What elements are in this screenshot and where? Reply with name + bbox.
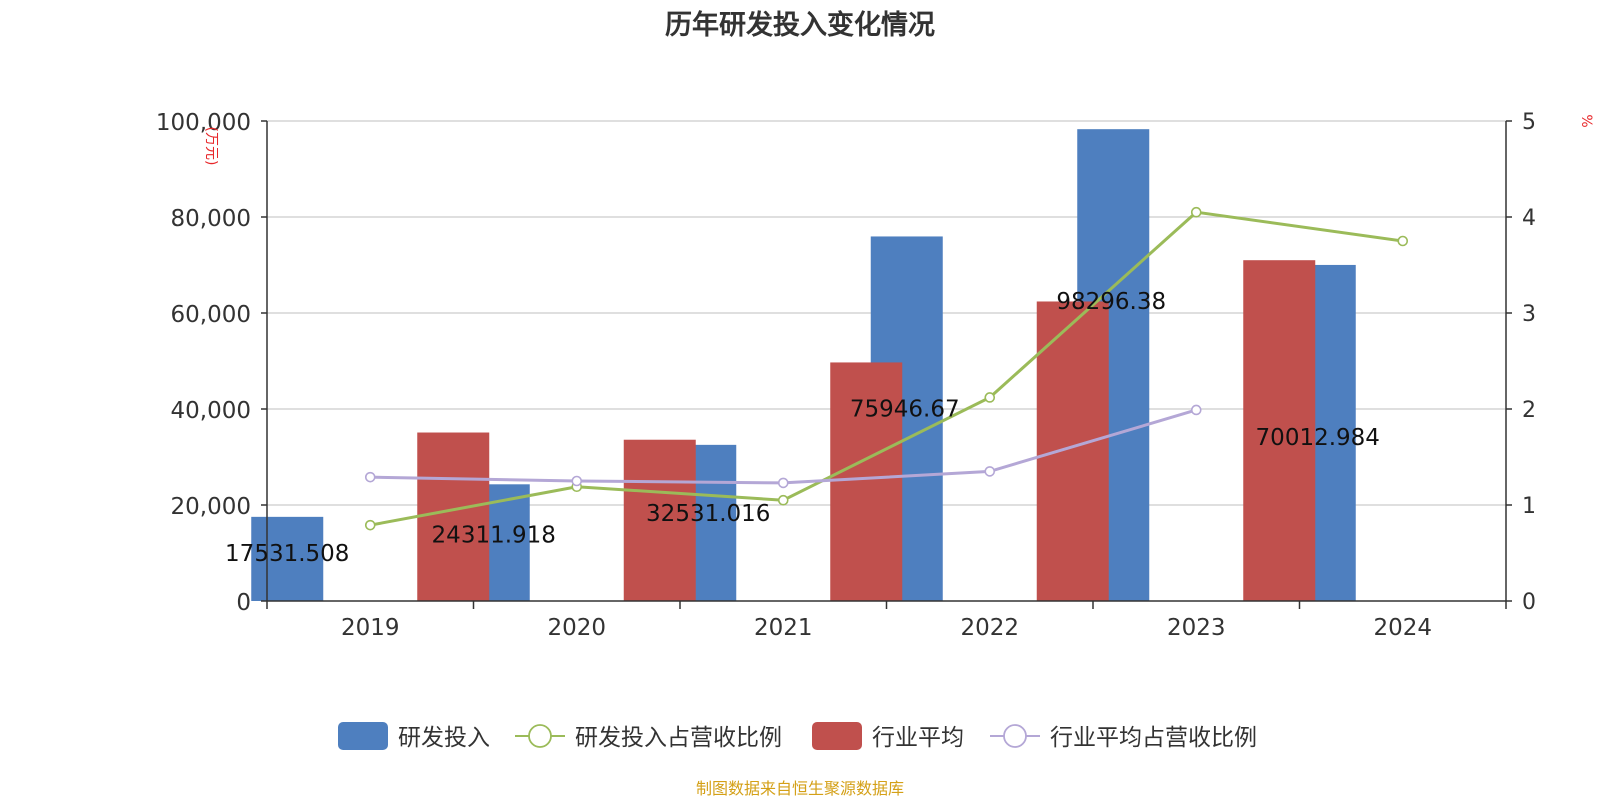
bar-data-label: 24311.918: [432, 522, 556, 548]
bar-industry: [1036, 301, 1109, 601]
line-point: [984, 466, 996, 477]
legend-label: 研发投入占营收比例: [575, 725, 782, 751]
x-tick-label: 2021: [754, 615, 813, 641]
y-left-tick-label: 0: [236, 590, 251, 616]
legend-item: 行业平均: [812, 722, 964, 751]
legend-label: 研发投入: [398, 725, 490, 751]
y-right-tick-label: 2: [1522, 398, 1536, 423]
y-axis-right-label: %: [1578, 114, 1594, 127]
bar-industry: [830, 362, 903, 601]
legend: 研发投入 研发投入占营收比例 行业平均 行业平均占营收比例: [338, 722, 1257, 751]
line-point: [777, 494, 789, 506]
source-note: 制图数据来自恒生聚源数据库: [696, 779, 904, 798]
x-tick-label: 2023: [1167, 615, 1226, 641]
x-tick-label: 2022: [960, 615, 1019, 641]
line-rnd-ratio: [369, 210, 1403, 527]
line-point: [364, 471, 376, 483]
y-axis-left-label: (万元): [203, 127, 219, 166]
bar-data-label: 98296.38: [1056, 289, 1166, 315]
x-tick-label: 2019: [341, 615, 400, 641]
y-right-tick-label: 0: [1522, 590, 1536, 615]
bar-rnd: [251, 516, 324, 601]
y-left-tick-label: 100,000: [156, 110, 251, 136]
bar-data-label: 70012.984: [1256, 425, 1380, 451]
legend-swatch: [338, 722, 388, 750]
legend-item: 研发投入占营收比例: [515, 724, 782, 751]
chart-title: 历年研发投入变化情况: [665, 9, 935, 41]
data-labels: 17531.508 24311.918 32531.016 75946.67 98296…: [225, 289, 1380, 567]
line-point: [777, 477, 789, 489]
x-tick-label: 2024: [1373, 615, 1432, 641]
line-point: [1190, 206, 1202, 218]
y-right-tick-label: 4: [1522, 206, 1536, 231]
line-point: [364, 519, 376, 531]
bar-data-label: 17531.508: [225, 541, 349, 567]
bar-industry: [623, 439, 696, 601]
axes: 0 20,000 40,000 60,000 80,000 100,000 0 1 2 3 4 5 20…: [156, 110, 1536, 641]
x-tick-label: 2020: [547, 615, 606, 641]
legend-swatch: [812, 722, 862, 750]
line-point: [571, 475, 583, 487]
y-right-tick-label: 3: [1522, 302, 1536, 327]
bar-data-label: 75946.67: [850, 396, 960, 422]
line-point: [1397, 235, 1409, 247]
y-left-tick-label: 80,000: [171, 206, 251, 232]
line-point: [1190, 404, 1202, 416]
bar-industry: [1243, 260, 1316, 601]
bars: [251, 129, 1356, 602]
legend-label: 行业平均占营收比例: [1050, 725, 1257, 751]
legend-label: 行业平均: [872, 725, 964, 751]
y-left-tick-label: 40,000: [171, 398, 251, 424]
bar-industry: [417, 432, 490, 601]
y-left-tick-label: 20,000: [171, 494, 251, 520]
line-point: [984, 392, 996, 403]
bar-data-label: 32531.016: [646, 501, 770, 527]
legend-marker: [1003, 724, 1027, 748]
y-right-tick-label: 1: [1522, 494, 1536, 519]
y-left-tick-label: 60,000: [171, 302, 251, 328]
y-right-tick-label: 5: [1522, 110, 1536, 135]
legend-item: 研发投入: [338, 722, 490, 751]
lines: [364, 206, 1409, 531]
legend-item: 行业平均占营收比例: [990, 724, 1257, 751]
legend-marker: [528, 724, 552, 748]
